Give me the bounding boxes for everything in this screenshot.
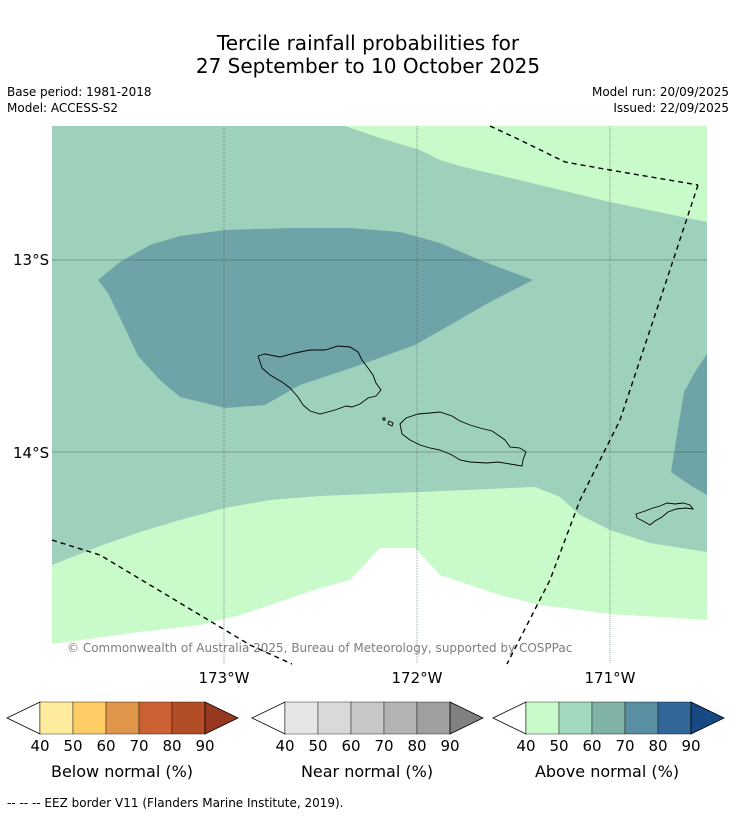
colorbar-above-bin-70 bbox=[624, 701, 659, 735]
colorbar-above-tick-90: 90 bbox=[681, 737, 700, 755]
colorbar-below: 40 50 60 70 80 90 bbox=[6, 701, 239, 755]
colorbar-below-tick-50: 50 bbox=[63, 737, 82, 755]
base-period: Base period: 1981-2018 bbox=[7, 85, 152, 99]
colorbar-below-bin-80 bbox=[171, 701, 206, 735]
colorbar-below-bin-50 bbox=[72, 701, 107, 735]
small-islet bbox=[382, 417, 386, 421]
colorbar-below-tick-40: 40 bbox=[30, 737, 49, 755]
colorbar-near: 40 50 60 70 80 90 bbox=[251, 701, 484, 755]
tutuila-island bbox=[635, 502, 695, 526]
eez-footer-note: -- -- -- EEZ border V11 (Flanders Marine… bbox=[7, 796, 344, 810]
eez-border bbox=[51, 125, 699, 665]
colorbar-above-bin-80 bbox=[657, 701, 692, 735]
colorbar-near-under bbox=[251, 701, 286, 735]
above-70-80-region-east bbox=[671, 354, 707, 495]
lat-label-14s: 14°S bbox=[13, 444, 49, 462]
lat-label-13s: 13°S bbox=[13, 251, 49, 269]
colorbar-near-bin-50 bbox=[317, 701, 352, 735]
colorbar-near-tick-50: 50 bbox=[308, 737, 327, 755]
colorbar-near-bin-60 bbox=[350, 701, 385, 735]
colorbar-above-tick-60: 60 bbox=[582, 737, 601, 755]
colorbar-above-tick-70: 70 bbox=[615, 737, 634, 755]
upolu-island bbox=[399, 411, 527, 467]
colorbar-below-tick-70: 70 bbox=[129, 737, 148, 755]
colorbar-below-tick-60: 60 bbox=[96, 737, 115, 755]
title-line-2: 27 September to 10 October 2025 bbox=[195, 54, 541, 78]
colorbars: 40 50 60 70 80 90 40 50 60 70 80 90 40 50 60 70 80 90 bbox=[6, 701, 725, 755]
colorbar-above-bin-60 bbox=[591, 701, 626, 735]
colorbar-near-tick-40: 40 bbox=[275, 737, 294, 755]
colorbar-near-tick-60: 60 bbox=[341, 737, 360, 755]
colorbar-label-above: Above normal (%) bbox=[534, 762, 680, 781]
colorbar-above-bin-50 bbox=[558, 701, 593, 735]
colorbar-below-tick-90: 90 bbox=[195, 737, 214, 755]
graticule bbox=[52, 126, 707, 664]
lon-label-173w: 173°W bbox=[199, 669, 250, 687]
colorbar-above: 40 50 60 70 80 90 bbox=[492, 701, 725, 755]
eez-east bbox=[506, 184, 699, 665]
colorbar-near-tick-70: 70 bbox=[374, 737, 393, 755]
colorbar-label-near: Near normal (%) bbox=[300, 762, 434, 781]
colorbar-below-over bbox=[204, 701, 239, 735]
eez-north bbox=[489, 125, 699, 186]
lon-label-172w: 172°W bbox=[392, 669, 443, 687]
colorbar-above-under bbox=[492, 701, 527, 735]
colorbar-label-below: Below normal (%) bbox=[50, 762, 194, 781]
colorbar-below-bin-60 bbox=[105, 701, 140, 735]
eez-southwest bbox=[51, 539, 293, 665]
colorbar-below-tick-80: 80 bbox=[162, 737, 181, 755]
forecast-field bbox=[52, 126, 707, 664]
colorbar-above-tick-50: 50 bbox=[549, 737, 568, 755]
colorbar-below-under bbox=[6, 701, 41, 735]
colorbar-near-over bbox=[449, 701, 484, 735]
manono-islet bbox=[387, 420, 394, 427]
coastlines bbox=[257, 345, 695, 526]
colorbar-below-bin-70 bbox=[138, 701, 173, 735]
colorbar-above-tick-80: 80 bbox=[648, 737, 667, 755]
lon-label-171w: 171°W bbox=[585, 669, 636, 687]
colorbar-near-tick-90: 90 bbox=[440, 737, 459, 755]
above-70-80-region-samoa bbox=[98, 228, 533, 408]
savaii-island bbox=[257, 345, 382, 415]
model-name: Model: ACCESS-S2 bbox=[7, 101, 119, 115]
colorbar-above-bin-40 bbox=[525, 701, 560, 735]
colorbar-near-bin-70 bbox=[383, 701, 418, 735]
colorbar-near-tick-80: 80 bbox=[407, 737, 426, 755]
title-line-1: Tercile rainfall probabilities for bbox=[216, 31, 520, 55]
copyright-notice: © Commonwealth of Australia 2025, Bureau… bbox=[67, 641, 573, 655]
model-run: Model run: 20/09/2025 bbox=[591, 85, 729, 99]
colorbar-below-bin-40 bbox=[39, 701, 74, 735]
colorbar-above-tick-40: 40 bbox=[516, 737, 535, 755]
colorbar-near-bin-40 bbox=[284, 701, 319, 735]
colorbar-near-bin-80 bbox=[416, 701, 451, 735]
issued-date: Issued: 22/09/2025 bbox=[613, 101, 729, 115]
colorbar-above-over bbox=[690, 701, 725, 735]
